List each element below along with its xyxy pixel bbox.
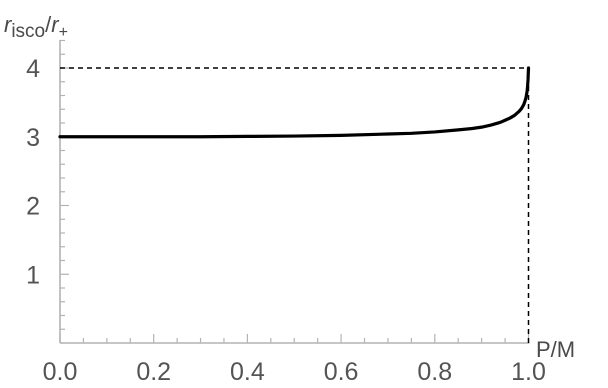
y-label-r-plus: r	[51, 12, 60, 37]
y-tick-label: 3	[26, 124, 40, 152]
y-label-isco: isco	[11, 21, 45, 42]
y-tick-labels: 1 2 3 4	[26, 55, 40, 289]
x-ticks	[59, 334, 530, 343]
y-tick-label: 4	[26, 55, 40, 83]
x-tick-labels: 0.0 0.2 0.4 0.6 0.8 1.0	[43, 358, 546, 386]
y-tick-label: 1	[26, 261, 40, 289]
plot-area: 0.0 0.2 0.4 0.6 0.8 1.0 1 2 3 4	[26, 39, 546, 386]
x-tick-label: 0.0	[43, 358, 78, 386]
x-tick-label: 0.8	[417, 358, 452, 386]
x-tick-label: 0.6	[324, 358, 359, 386]
x-tick-label: 0.4	[230, 358, 265, 386]
x-tick-label: 1.0	[511, 358, 546, 386]
x-tick-label: 0.2	[136, 358, 171, 386]
reference-lines	[60, 67, 530, 343]
y-label-plus: +	[59, 24, 68, 41]
y-axis-label: risco/r+	[4, 12, 68, 42]
y-label-slash: /	[45, 12, 52, 37]
x-axis-label: P/M	[536, 337, 575, 362]
y-ticks	[60, 39, 69, 344]
y-tick-label: 2	[26, 193, 40, 221]
y-label-r: r	[4, 12, 13, 37]
series-line	[58, 66, 531, 139]
